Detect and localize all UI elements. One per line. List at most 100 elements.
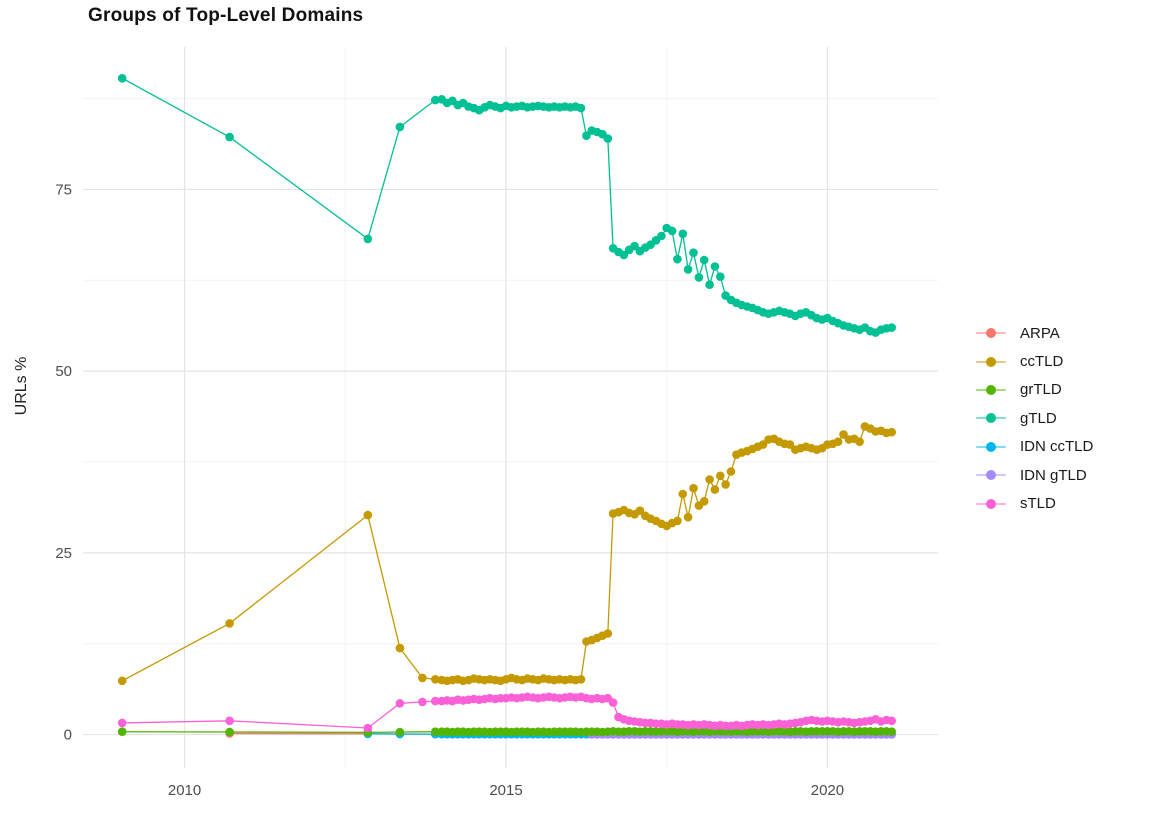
gridlines-minor bbox=[83, 47, 938, 768]
data-point bbox=[608, 698, 618, 707]
data-point bbox=[887, 427, 896, 437]
legend-marker-icon bbox=[975, 466, 1007, 484]
data-point bbox=[716, 272, 725, 282]
legend-item-ARPA: ARPA bbox=[975, 319, 1093, 347]
legend-label: ARPA bbox=[1020, 324, 1060, 342]
data-point bbox=[667, 226, 677, 236]
y-tick-label: 0 bbox=[64, 727, 72, 744]
data-point bbox=[705, 475, 714, 484]
legend-marker-icon bbox=[975, 381, 1007, 399]
data-point bbox=[582, 131, 591, 140]
y-tick-label: 75 bbox=[55, 181, 72, 198]
data-point bbox=[117, 74, 127, 83]
legend-key-dot bbox=[986, 384, 996, 395]
axis-tick-labels: 0 25 50 75 2010 2015 2020 bbox=[55, 181, 844, 799]
x-tick-label: 2020 bbox=[811, 782, 844, 799]
data-point bbox=[673, 254, 682, 264]
data-point bbox=[431, 675, 440, 684]
legend-key-dot bbox=[986, 413, 996, 424]
data-point bbox=[678, 489, 688, 499]
data-point bbox=[117, 727, 127, 736]
y-tick-label: 25 bbox=[55, 545, 72, 562]
series-grTLD bbox=[117, 727, 896, 737]
data-point bbox=[395, 643, 405, 653]
series-gTLD bbox=[117, 74, 896, 337]
series-line bbox=[121, 425, 892, 682]
data-point bbox=[887, 716, 896, 726]
data-point bbox=[694, 273, 704, 282]
data-point bbox=[117, 718, 127, 728]
data-point bbox=[363, 234, 373, 244]
data-point bbox=[839, 430, 848, 439]
data-point bbox=[683, 265, 693, 274]
data-point bbox=[887, 727, 896, 736]
legend-marker-icon bbox=[975, 495, 1007, 513]
data-point bbox=[225, 132, 234, 142]
data-point bbox=[699, 497, 709, 506]
x-tick-label: 2015 bbox=[489, 782, 522, 799]
data-point bbox=[395, 727, 405, 737]
legend: ARPA ccTLD grTLD gTLD IDN ccTLD IDN gTLD sTLD bbox=[975, 319, 1093, 518]
data-point bbox=[576, 675, 586, 684]
legend-marker-icon bbox=[975, 353, 1007, 371]
data-point bbox=[431, 696, 440, 706]
x-tick-label: 2010 bbox=[168, 782, 201, 799]
legend-key-dot bbox=[986, 441, 996, 452]
legend-item-IDN-gTLD: IDN gTLD bbox=[975, 461, 1093, 489]
legend-marker-icon bbox=[975, 409, 1007, 427]
gridlines-major bbox=[83, 47, 938, 768]
data-point bbox=[418, 673, 427, 683]
legend-marker-icon bbox=[975, 438, 1007, 456]
data-point bbox=[758, 440, 768, 449]
data-point bbox=[418, 697, 427, 707]
data-point bbox=[225, 716, 234, 726]
legend-item-ccTLD: ccTLD bbox=[975, 347, 1093, 375]
legend-label: IDN ccTLD bbox=[1020, 438, 1094, 456]
data-point bbox=[363, 510, 373, 520]
data-point bbox=[721, 480, 730, 489]
legend-label: gTLD bbox=[1020, 409, 1057, 427]
data-point bbox=[855, 437, 864, 447]
data-point bbox=[657, 231, 666, 241]
series-line bbox=[121, 77, 892, 334]
data-point bbox=[705, 280, 714, 290]
data-point bbox=[716, 471, 725, 481]
data-point bbox=[431, 95, 440, 105]
data-point bbox=[363, 723, 373, 733]
data-point bbox=[431, 727, 440, 736]
data-point bbox=[833, 437, 843, 447]
legend-label: ccTLD bbox=[1020, 353, 1064, 371]
legend-key-dot bbox=[986, 328, 996, 339]
data-point bbox=[225, 619, 234, 628]
legend-label: sTLD bbox=[1020, 495, 1056, 513]
legend-item-gTLD: gTLD bbox=[975, 404, 1093, 432]
legend-item-IDN-ccTLD: IDN ccTLD bbox=[975, 433, 1093, 461]
legend-label: grTLD bbox=[1020, 381, 1062, 399]
data-point bbox=[785, 440, 795, 449]
data-point bbox=[699, 255, 709, 265]
data-point bbox=[630, 241, 639, 251]
data-point bbox=[576, 103, 586, 113]
data-point bbox=[673, 516, 682, 526]
legend-marker-icon bbox=[975, 324, 1007, 342]
y-tick-label: 50 bbox=[55, 363, 72, 380]
data-point bbox=[726, 467, 736, 476]
data-point bbox=[603, 629, 613, 638]
legend-key-dot bbox=[986, 498, 996, 509]
data-point bbox=[619, 250, 629, 260]
chart-title: Groups of Top-Level Domains bbox=[88, 5, 364, 26]
legend-item-grTLD: grTLD bbox=[975, 376, 1093, 404]
y-axis-label: URLs % bbox=[13, 356, 30, 416]
data-point bbox=[678, 229, 688, 239]
legend-item-sTLD: sTLD bbox=[975, 489, 1093, 517]
data-point bbox=[395, 122, 405, 132]
series-ccTLD bbox=[117, 422, 896, 686]
data-point bbox=[225, 727, 234, 737]
legend-label: IDN gTLD bbox=[1020, 466, 1087, 484]
data-point bbox=[689, 483, 698, 493]
data-point bbox=[710, 262, 720, 271]
legend-key-dot bbox=[986, 356, 996, 367]
data-point bbox=[683, 512, 693, 522]
